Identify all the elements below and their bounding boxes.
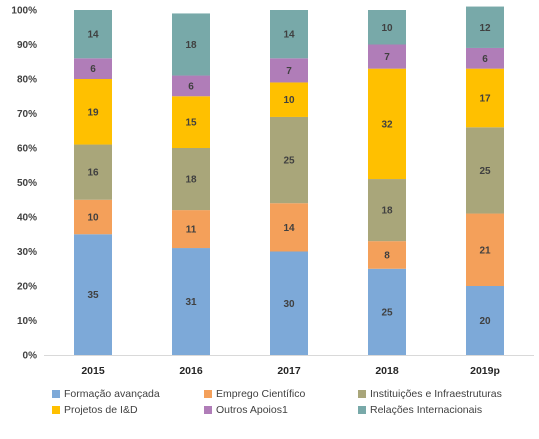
bar-segment [368,179,406,242]
bar-segment [172,248,210,355]
data-labels: 35 10 16 19 6 14 31 11 18 15 6 18 30 14 25 10 7 14 25 8 18 32… [87,23,491,327]
x-tick-label: 2019p [470,365,500,377]
data-label: 15 [185,118,197,129]
data-label: 25 [479,166,491,177]
legend-item: Instituições e Infraestruturas [358,388,502,400]
y-tick-label: 0% [23,351,38,362]
legend-item: Projetos de I&D [52,404,138,416]
bar-segment [270,251,308,355]
data-label: 7 [286,66,292,77]
y-tick-label: 100% [11,6,37,17]
y-tick-label: 90% [17,40,37,51]
bar-segment [74,144,112,200]
data-label: 19 [87,107,99,118]
bar-segment [172,210,210,249]
data-label: 18 [185,175,197,186]
bar-segment [270,58,308,83]
bar-segment [368,241,406,269]
bar-segment [466,286,504,355]
data-label: 14 [87,30,99,41]
legend-label: Formação avançada [64,388,160,400]
y-tick-label: 40% [17,213,37,224]
data-label: 25 [283,156,295,167]
data-label: 14 [283,223,295,234]
legend-swatch [358,390,366,398]
bar-segment [172,96,210,148]
data-label: 21 [479,245,491,256]
bar-segment [368,44,406,69]
data-label: 25 [381,307,393,318]
bar-segment [172,75,210,97]
bar-segment [270,116,308,204]
x-tick-label: 2016 [179,365,203,377]
legend-label: Outros Apoios1 [216,404,288,416]
bar-segment [74,199,112,235]
data-label: 10 [87,213,99,224]
x-tick-label: 2017 [277,365,301,377]
bars [74,6,504,355]
bar-segment [466,68,504,128]
y-tick-label: 20% [17,282,37,293]
data-label: 7 [384,52,390,63]
axes: 0%10%20%30%40%50%60%70%80%90%100%2015 201… [11,6,534,377]
bar-segment [466,127,504,214]
legend-item: Emprego Científico [204,388,305,400]
bar-segment [74,10,112,59]
legend-label: Emprego Científico [216,388,306,400]
legend-swatch [52,390,60,398]
data-label: 32 [381,119,393,130]
data-label: 6 [482,54,488,65]
bar-segment [74,58,112,79]
legend-item: Formação avançada [52,388,160,400]
legend-item: Outros Apoios1 [204,404,288,416]
y-tick-label: 10% [17,316,37,327]
bar-segment [466,47,504,69]
stacked-bar-chart: 0%10%20%30%40%50%60%70%80%90%100%2015 201… [11,6,534,377]
bar-segment [74,234,112,355]
data-label: 10 [381,23,393,34]
y-tick-label: 80% [17,75,37,86]
bar-segment [172,148,210,211]
data-label: 20 [479,316,491,327]
data-label: 30 [283,299,295,310]
data-label: 14 [283,30,295,41]
bar-segment [74,79,112,145]
legend-label: Instituições e Infraestruturas [370,388,502,400]
x-tick-label: 2015 [81,365,105,377]
bar-segment [270,10,308,59]
data-label: 8 [384,250,390,261]
data-label: 18 [381,206,393,217]
y-tick-label: 30% [17,247,37,258]
data-label: 16 [87,168,99,179]
y-tick-label: 70% [17,109,37,120]
legend-swatch [204,390,212,398]
bar-segment [270,203,308,252]
bar-segment [368,68,406,180]
bar-segment [270,82,308,117]
data-label: 6 [188,81,194,92]
legend-swatch [358,406,366,414]
data-label: 17 [479,93,491,104]
bar-segment [466,6,504,48]
bar-segment [172,13,210,76]
bar-segment [466,213,504,286]
y-tick-label: 50% [17,178,37,189]
data-label: 31 [185,297,197,308]
data-label: 10 [283,95,295,106]
bar-segment [368,10,406,45]
legend-label: Projetos de I&D [64,404,138,416]
y-tick-label: 60% [17,144,37,155]
bar-segment [368,268,406,355]
legend-swatch [52,406,60,414]
data-label: 11 [186,225,197,236]
legend-item: Relações Internacionais [358,404,482,416]
data-label: 18 [185,40,197,51]
legend-label: Relações Internacionais [370,404,483,416]
legend-swatch [204,406,212,414]
data-label: 35 [87,290,99,301]
data-label: 6 [90,64,96,75]
data-label: 12 [479,23,491,34]
x-tick-label: 2018 [375,365,399,377]
